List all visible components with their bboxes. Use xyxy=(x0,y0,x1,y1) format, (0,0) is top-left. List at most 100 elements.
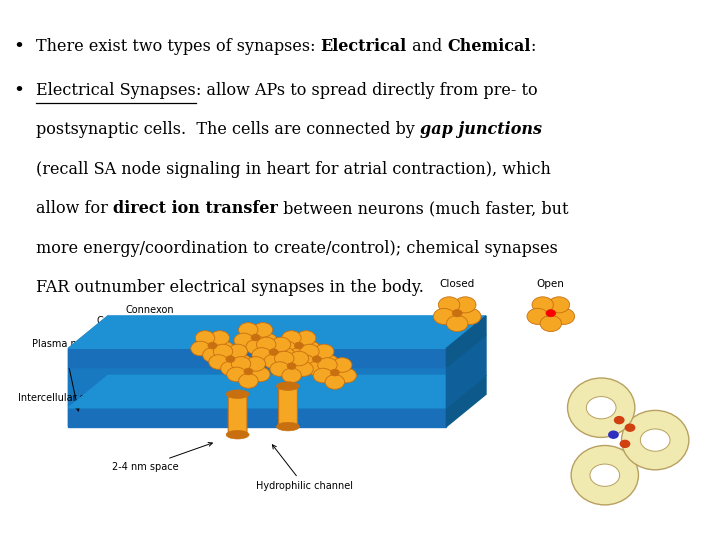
Ellipse shape xyxy=(452,309,462,317)
Polygon shape xyxy=(68,375,486,408)
Text: There exist two types of synapses:: There exist two types of synapses: xyxy=(36,38,320,55)
Text: more energy/coordination to create/control); chemical synapses: more energy/coordination to create/contr… xyxy=(36,240,558,256)
Ellipse shape xyxy=(540,315,562,332)
Ellipse shape xyxy=(527,308,549,325)
Ellipse shape xyxy=(253,322,273,337)
Ellipse shape xyxy=(258,333,277,348)
Text: •: • xyxy=(13,38,24,56)
Ellipse shape xyxy=(325,375,345,389)
Text: Plasma membranes: Plasma membranes xyxy=(32,339,130,355)
Ellipse shape xyxy=(191,341,210,356)
Ellipse shape xyxy=(294,362,313,376)
Ellipse shape xyxy=(571,446,639,505)
Ellipse shape xyxy=(251,367,270,382)
Text: Open: Open xyxy=(537,279,564,289)
Polygon shape xyxy=(446,316,486,367)
Ellipse shape xyxy=(210,330,230,345)
Ellipse shape xyxy=(433,308,455,325)
Ellipse shape xyxy=(271,337,291,352)
Ellipse shape xyxy=(319,355,338,369)
Ellipse shape xyxy=(546,310,555,316)
Ellipse shape xyxy=(640,429,670,451)
Ellipse shape xyxy=(195,330,215,345)
Ellipse shape xyxy=(615,417,624,423)
Ellipse shape xyxy=(586,396,616,419)
Ellipse shape xyxy=(297,330,316,345)
Ellipse shape xyxy=(264,354,284,369)
Ellipse shape xyxy=(300,344,319,359)
Text: gap junctions: gap junctions xyxy=(420,122,542,138)
Ellipse shape xyxy=(276,348,295,362)
Ellipse shape xyxy=(548,297,570,313)
Ellipse shape xyxy=(238,322,258,337)
Ellipse shape xyxy=(270,362,289,376)
Ellipse shape xyxy=(294,342,303,349)
Text: Connexon: Connexon xyxy=(126,305,252,336)
Ellipse shape xyxy=(256,337,276,352)
Ellipse shape xyxy=(209,355,228,369)
Polygon shape xyxy=(68,316,486,348)
Ellipse shape xyxy=(454,297,476,313)
Ellipse shape xyxy=(220,361,240,376)
Ellipse shape xyxy=(202,348,222,362)
Text: Electrical Synapses: Electrical Synapses xyxy=(36,82,196,99)
Ellipse shape xyxy=(244,368,253,375)
Ellipse shape xyxy=(226,390,249,399)
Ellipse shape xyxy=(231,356,251,371)
Ellipse shape xyxy=(289,348,309,362)
Polygon shape xyxy=(446,335,486,408)
Ellipse shape xyxy=(246,340,265,354)
Polygon shape xyxy=(68,316,108,427)
Ellipse shape xyxy=(213,344,233,359)
Ellipse shape xyxy=(312,356,321,362)
Polygon shape xyxy=(68,348,446,367)
Ellipse shape xyxy=(226,430,249,439)
Ellipse shape xyxy=(282,368,302,383)
Ellipse shape xyxy=(315,344,334,359)
Ellipse shape xyxy=(282,330,301,345)
Text: 2-4 nm space: 2-4 nm space xyxy=(112,442,212,472)
Ellipse shape xyxy=(318,357,337,372)
Text: Connexin monomer: Connexin monomer xyxy=(97,316,227,346)
Ellipse shape xyxy=(590,464,620,487)
Ellipse shape xyxy=(307,361,327,376)
Ellipse shape xyxy=(234,333,253,348)
Text: allow for: allow for xyxy=(36,200,113,217)
Ellipse shape xyxy=(226,356,235,362)
Ellipse shape xyxy=(251,334,260,341)
Ellipse shape xyxy=(621,410,689,470)
Ellipse shape xyxy=(438,297,460,313)
Ellipse shape xyxy=(337,368,356,383)
Text: •: • xyxy=(13,82,24,100)
Polygon shape xyxy=(68,408,446,427)
Ellipse shape xyxy=(246,356,266,371)
Text: Intercellular space: Intercellular space xyxy=(18,389,109,403)
Ellipse shape xyxy=(276,422,300,431)
Text: and: and xyxy=(407,38,447,55)
Text: between neurons (much faster, but: between neurons (much faster, but xyxy=(278,200,568,217)
Polygon shape xyxy=(446,375,486,427)
FancyBboxPatch shape xyxy=(228,393,247,436)
Ellipse shape xyxy=(459,308,481,325)
Ellipse shape xyxy=(553,308,575,325)
Text: :: : xyxy=(531,38,536,55)
Text: direct ion transfer: direct ion transfer xyxy=(113,200,278,217)
Ellipse shape xyxy=(277,341,297,356)
Ellipse shape xyxy=(609,431,618,438)
Ellipse shape xyxy=(621,441,629,447)
Ellipse shape xyxy=(295,355,315,369)
Ellipse shape xyxy=(289,351,309,366)
Ellipse shape xyxy=(228,344,248,359)
Ellipse shape xyxy=(546,309,556,317)
Ellipse shape xyxy=(532,297,554,313)
Text: postsynaptic cells.  The cells are connected by: postsynaptic cells. The cells are connec… xyxy=(36,122,420,138)
Text: : allow APs to spread directly from pre- to: : allow APs to spread directly from pre-… xyxy=(196,82,537,99)
Ellipse shape xyxy=(333,357,352,372)
Text: FAR outnumber electrical synapses in the body.: FAR outnumber electrical synapses in the… xyxy=(36,279,424,296)
Text: Chemical: Chemical xyxy=(447,38,531,55)
Ellipse shape xyxy=(274,351,294,366)
Ellipse shape xyxy=(269,349,278,355)
Ellipse shape xyxy=(287,363,296,369)
Ellipse shape xyxy=(625,424,635,431)
Ellipse shape xyxy=(252,348,271,362)
